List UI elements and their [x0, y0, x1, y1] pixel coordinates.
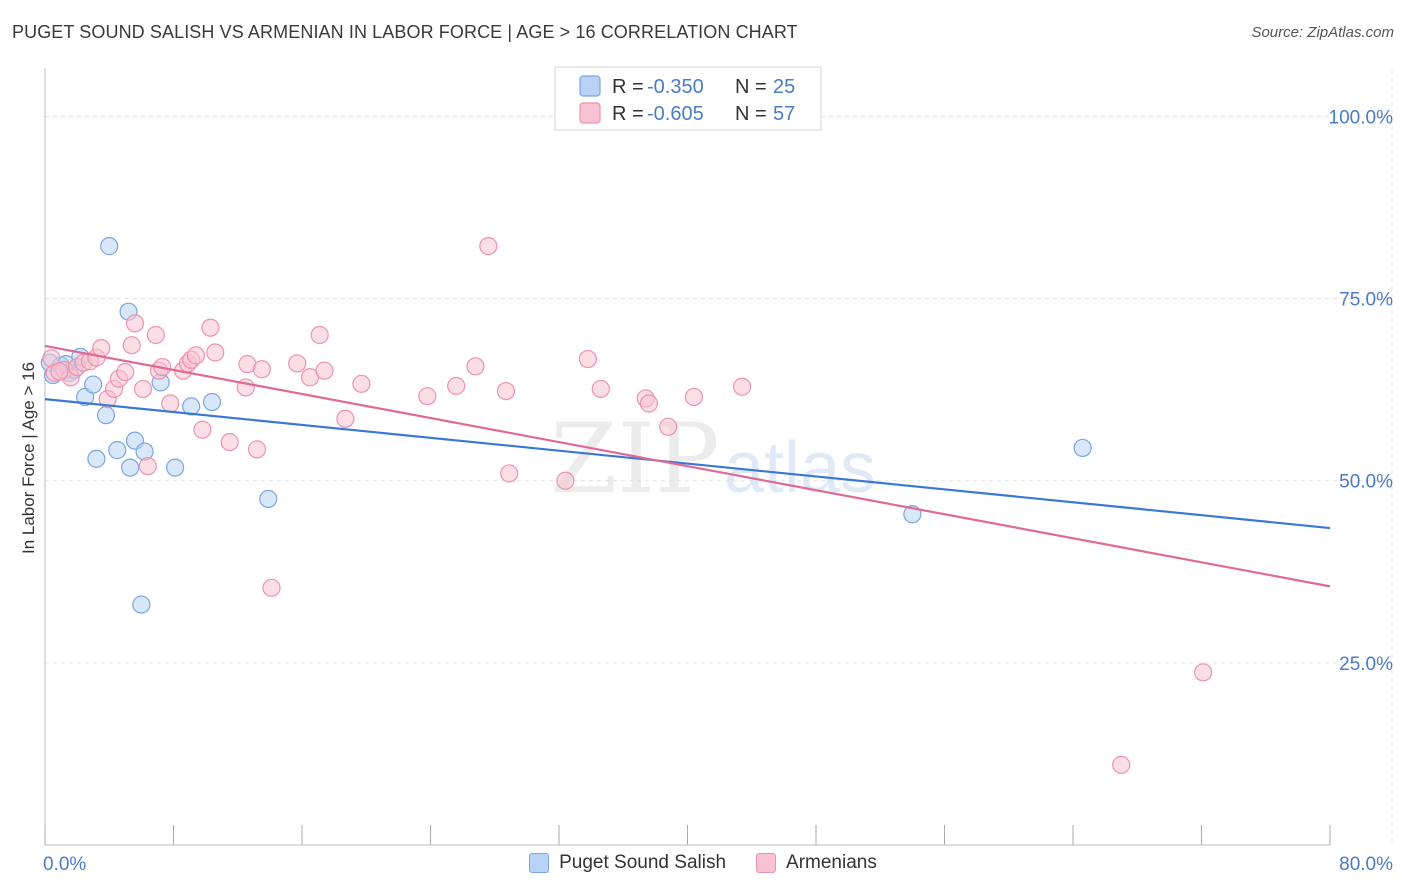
correlation-legend: R = -0.350 N = 25 R = -0.605 N = 57	[554, 66, 822, 131]
point-puget-sound-salish	[132, 595, 151, 614]
point-armenians	[161, 394, 180, 413]
point-puget-sound-salish	[84, 375, 103, 394]
grid-lines	[45, 70, 1393, 845]
legend-label-puget-sound-salish: Puget Sound Salish	[559, 852, 727, 873]
point-armenians	[479, 237, 498, 256]
y-tick-label: 75.0%	[1339, 290, 1393, 311]
point-armenians	[352, 374, 371, 393]
point-armenians	[262, 578, 281, 597]
n-value: 25	[773, 76, 795, 98]
point-armenians	[639, 394, 659, 413]
point-armenians	[193, 420, 212, 439]
point-armenians	[447, 376, 466, 396]
point-puget-sound-salish	[1073, 438, 1092, 458]
point-armenians	[133, 379, 153, 399]
correlation-swatch-blue	[579, 75, 601, 97]
point-armenians	[310, 325, 329, 345]
trend-lines	[44, 344, 1331, 588]
r-label: R =	[612, 76, 644, 98]
r-value: -0.350	[647, 76, 704, 98]
x-tick-label-min: 0.0%	[43, 854, 86, 875]
legend-item-puget-sound-salish: Puget Sound Salish	[529, 852, 726, 874]
legend-swatch-blue	[529, 853, 550, 873]
point-armenians	[659, 417, 678, 436]
point-armenians	[315, 361, 334, 380]
point-puget-sound-salish	[202, 392, 222, 412]
trend-line-puget-sound-salish	[44, 398, 1331, 530]
watermark: ZIP atlas	[550, 403, 876, 515]
point-puget-sound-salish	[166, 458, 185, 477]
point-armenians	[466, 357, 485, 376]
point-puget-sound-salish	[96, 406, 116, 425]
point-armenians	[1194, 663, 1213, 682]
point-armenians	[186, 346, 206, 365]
point-armenians	[220, 433, 239, 452]
point-puget-sound-salish	[108, 441, 127, 460]
y-axis-label: In Labor Force | Age > 16	[19, 361, 38, 555]
series-legend: Puget Sound Salish Armenians	[0, 852, 1406, 874]
y-tick-label: 25.0%	[1339, 654, 1393, 675]
n-label: N =	[735, 103, 767, 125]
point-armenians	[591, 379, 610, 399]
trend-line-armenians	[44, 344, 1331, 588]
point-armenians	[578, 349, 598, 369]
point-puget-sound-salish	[121, 458, 140, 477]
legend-label-armenians: Armenians	[786, 852, 877, 873]
tick-labels: 25.0% 50.0% 75.0% 100.0% 0.0% 80.0%	[43, 107, 1393, 875]
point-armenians	[1112, 755, 1131, 774]
point-armenians	[92, 339, 111, 358]
chart-title: PUGET SOUND SALISH VS ARMENIAN IN LABOR …	[12, 22, 798, 42]
point-armenians	[418, 387, 437, 406]
axes	[44, 68, 1331, 846]
correlation-swatch-pink	[579, 102, 601, 124]
x-tick-label-max: 80.0%	[1339, 854, 1393, 875]
point-armenians	[247, 440, 267, 459]
n-value: 57	[773, 103, 795, 125]
point-armenians	[684, 387, 704, 407]
watermark-atlas: atlas	[724, 428, 876, 508]
y-tick-label: 100.0%	[1329, 107, 1394, 128]
point-armenians	[336, 409, 355, 428]
y-tick-label: 50.0%	[1339, 472, 1393, 493]
point-armenians	[206, 343, 225, 362]
point-armenians	[125, 314, 145, 333]
point-armenians	[496, 382, 516, 401]
point-armenians	[201, 318, 220, 337]
legend-swatch-pink	[756, 853, 777, 873]
point-armenians	[500, 464, 519, 483]
point-puget-sound-salish	[182, 397, 201, 416]
r-value: -0.605	[647, 103, 704, 125]
point-armenians	[116, 363, 135, 382]
data-points	[40, 237, 1213, 774]
point-armenians	[146, 325, 165, 345]
point-armenians	[556, 471, 575, 490]
point-armenians	[50, 362, 69, 381]
point-armenians	[138, 457, 157, 476]
point-puget-sound-salish	[87, 449, 106, 468]
point-puget-sound-salish	[259, 489, 278, 509]
source-label: Source: ZipAtlas.com	[1251, 24, 1394, 41]
n-label: N =	[735, 76, 767, 98]
point-armenians	[733, 377, 752, 396]
point-puget-sound-salish	[100, 237, 119, 256]
r-label: R =	[612, 103, 644, 125]
point-armenians	[122, 336, 141, 355]
legend-item-armenians: Armenians	[756, 852, 877, 874]
point-armenians	[288, 354, 307, 373]
point-armenians	[252, 360, 271, 379]
